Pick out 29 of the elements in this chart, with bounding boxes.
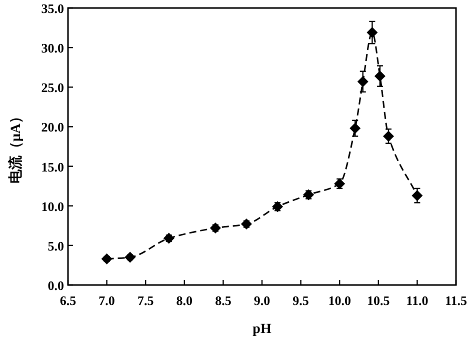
- y-axis-title: 电流（μA）: [7, 109, 24, 184]
- x-tick-label: 8.0: [176, 293, 193, 308]
- y-tick-label: 25.0: [41, 80, 64, 96]
- x-tick-label: 7.0: [98, 293, 115, 308]
- x-tick-label: 7.5: [137, 293, 154, 308]
- y-tick-label: 15.0: [41, 159, 64, 174]
- y-tick-label: 20.0: [41, 120, 64, 135]
- x-tick-label: 11.5: [444, 293, 468, 308]
- point: [124, 252, 136, 263]
- point: [357, 76, 368, 88]
- x-axis-title: pH: [252, 322, 272, 337]
- x-tick-label: 11.0: [406, 293, 428, 308]
- y-tick-label: 10.0: [41, 198, 64, 214]
- point: [382, 130, 394, 142]
- y-tick-label: 5.0: [48, 238, 64, 254]
- y-tick-label: 35.0: [41, 1, 64, 16]
- point: [374, 70, 386, 82]
- point: [412, 190, 423, 202]
- y-tick-label: 30.0: [41, 40, 64, 56]
- x-tick-label: 10.0: [328, 293, 351, 308]
- x-tick-label: 9.5: [292, 293, 310, 308]
- point: [350, 122, 361, 134]
- x-tick-label: 8.5: [215, 293, 232, 308]
- y-tick-label: 0.0: [48, 278, 64, 293]
- x-tick-label: 9.0: [254, 293, 270, 308]
- x-tick-label: 6.5: [60, 293, 77, 308]
- point: [101, 253, 112, 264]
- x-tick-label: 10.5: [367, 293, 390, 308]
- point: [366, 27, 378, 38]
